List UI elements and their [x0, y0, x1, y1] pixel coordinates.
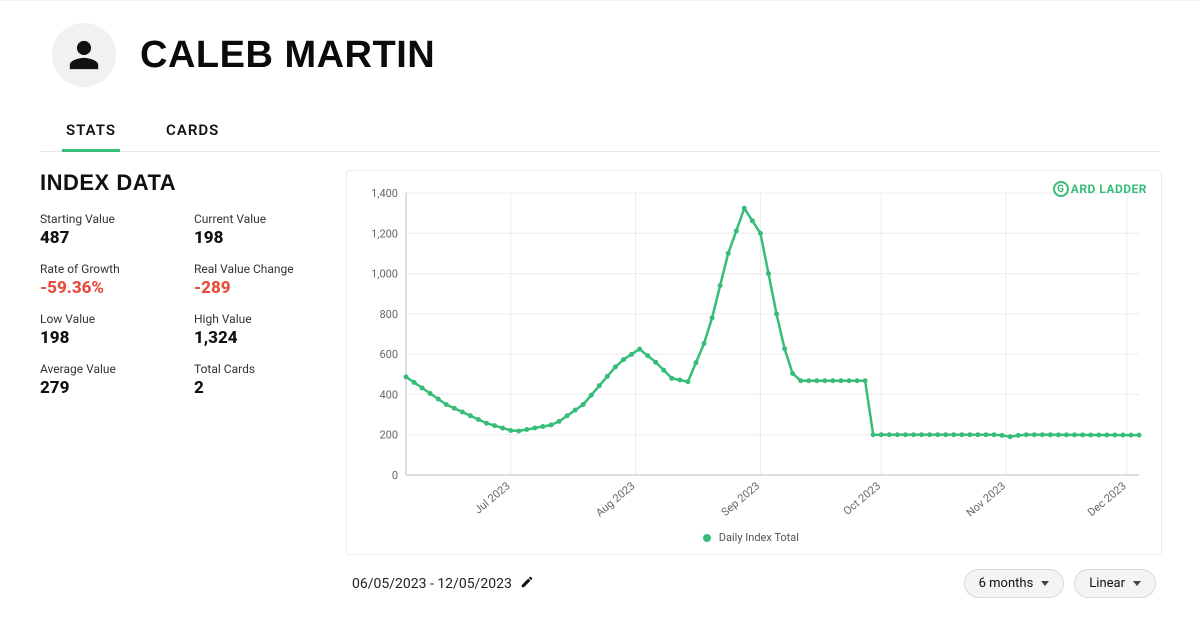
stat-value: 279: [40, 378, 186, 398]
chevron-down-icon: [1041, 581, 1049, 586]
chevron-down-icon: [1133, 581, 1141, 586]
stat-item: Total Cards 2: [194, 362, 340, 398]
legend-label: Daily Index Total: [719, 531, 799, 544]
scale-selector-label: Linear: [1089, 576, 1125, 591]
stat-item: Real Value Change -289: [194, 262, 340, 298]
edit-date-range-button[interactable]: [520, 575, 534, 593]
svg-text:Sep 2023: Sep 2023: [719, 479, 763, 519]
stat-value: -289: [194, 278, 340, 298]
stat-item: Rate of Growth -59.36%: [40, 262, 186, 298]
stat-value: 487: [40, 228, 186, 248]
player-header: CALEB MARTIN: [40, 15, 1160, 87]
svg-text:Jul 2023: Jul 2023: [472, 479, 513, 516]
stat-label: Current Value: [194, 212, 340, 226]
stat-label: Rate of Growth: [40, 262, 186, 276]
svg-text:1,200: 1,200: [371, 227, 398, 240]
player-name: CALEB MARTIN: [140, 34, 435, 77]
svg-text:200: 200: [379, 429, 398, 442]
stat-label: Real Value Change: [194, 262, 340, 276]
tab-stats[interactable]: STATS: [62, 111, 120, 152]
tab-cards[interactable]: CARDS: [162, 111, 223, 152]
svg-text:600: 600: [379, 348, 398, 361]
stat-value: 198: [194, 228, 340, 248]
svg-text:1,000: 1,000: [371, 268, 398, 281]
stat-label: Total Cards: [194, 362, 340, 376]
period-selector[interactable]: 6 months: [964, 569, 1065, 598]
stats-grid: Starting Value 487 Current Value 198 Rate of…: [40, 212, 340, 398]
date-range-text: 06/05/2023 - 12/05/2023: [352, 576, 512, 592]
svg-text:Oct 2023: Oct 2023: [841, 479, 883, 517]
stat-label: Average Value: [40, 362, 186, 376]
svg-text:400: 400: [379, 388, 398, 401]
watermark-text: ARD LADDER: [1071, 182, 1147, 196]
stat-value: 2: [194, 378, 340, 398]
tab-bar: STATS CARDS: [40, 111, 1160, 152]
svg-text:Dec 2023: Dec 2023: [1085, 479, 1129, 519]
svg-text:Aug 2023: Aug 2023: [593, 479, 637, 519]
stat-item: Starting Value 487: [40, 212, 186, 248]
section-title: INDEX DATA: [40, 170, 340, 196]
stat-label: Low Value: [40, 312, 186, 326]
person-icon: [67, 38, 101, 72]
chart-legend: Daily Index Total: [351, 531, 1151, 544]
chart-card: G ARD LADDER 0 200 400 600 800 1,000 1,200 1,40…: [346, 170, 1162, 555]
scale-selector[interactable]: Linear: [1074, 569, 1156, 598]
stat-value: -59.36%: [40, 278, 186, 298]
stat-value: 1,324: [194, 328, 340, 348]
stat-item: Average Value 279: [40, 362, 186, 398]
stat-item: Low Value 198: [40, 312, 186, 348]
svg-text:1,400: 1,400: [371, 187, 398, 200]
stat-label: Starting Value: [40, 212, 186, 226]
card-ladder-watermark: G ARD LADDER: [1053, 181, 1147, 197]
svg-text:Nov 2023: Nov 2023: [964, 479, 1008, 519]
pencil-icon: [520, 575, 534, 589]
svg-text:800: 800: [379, 308, 398, 321]
stat-item: High Value 1,324: [194, 312, 340, 348]
index-line-chart: 0 200 400 600 800 1,000 1,200 1,400 Jul 2023 Aug …: [351, 185, 1151, 525]
stat-value: 198: [40, 328, 186, 348]
chart-controls: 06/05/2023 - 12/05/2023 6 months Linear: [346, 565, 1162, 602]
period-selector-label: 6 months: [979, 576, 1034, 591]
stat-item: Current Value 198: [194, 212, 340, 248]
legend-marker-icon: [703, 534, 711, 542]
stat-label: High Value: [194, 312, 340, 326]
watermark-g-icon: G: [1053, 181, 1069, 197]
avatar: [52, 23, 116, 87]
index-data-panel: INDEX DATA Starting Value 487 Current Valu…: [40, 170, 340, 602]
svg-text:0: 0: [392, 469, 398, 482]
